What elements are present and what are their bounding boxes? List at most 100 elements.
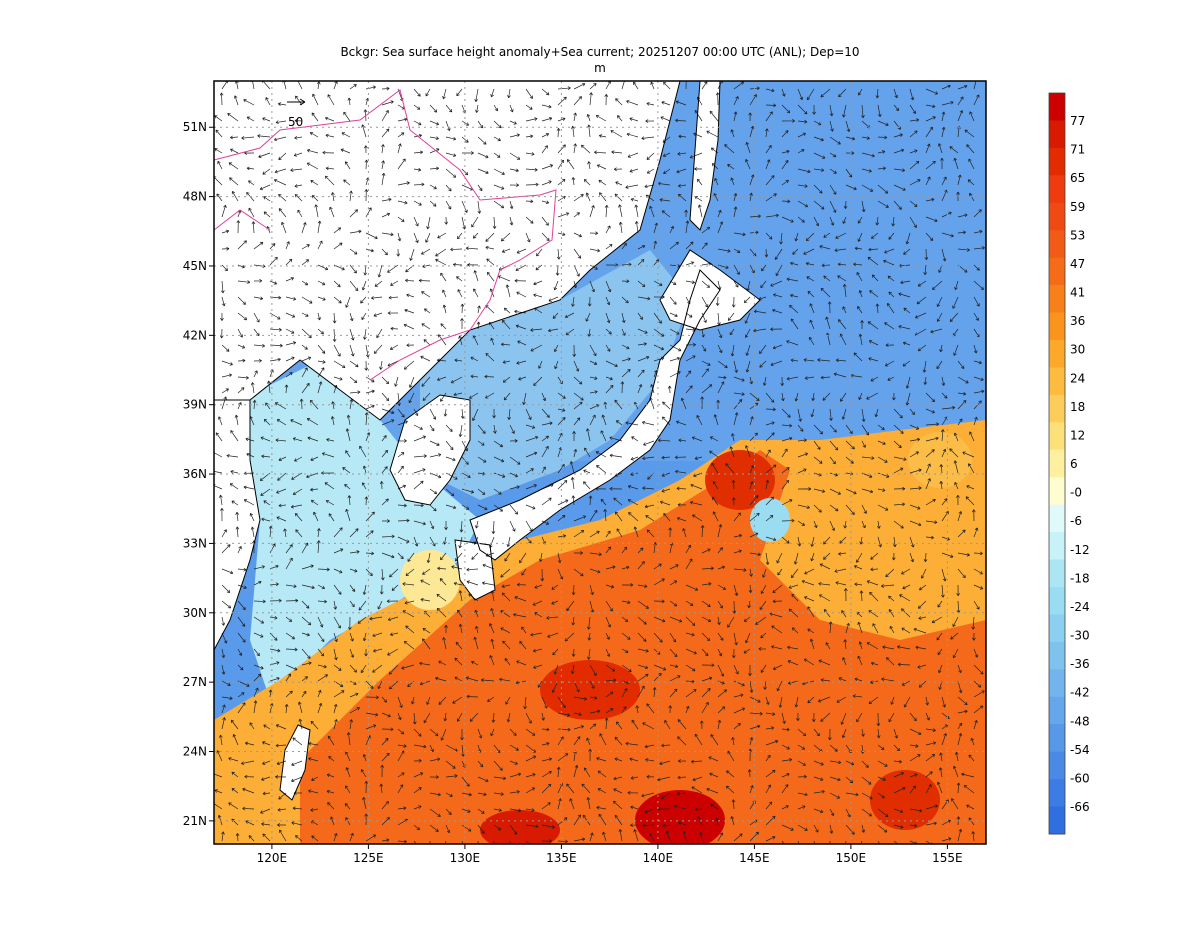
current-arrow — [621, 600, 631, 605]
current-arrow — [586, 737, 591, 746]
current-arrow — [413, 216, 419, 227]
current-arrow — [453, 581, 463, 586]
current-arrow — [717, 632, 724, 641]
current-arrow — [627, 499, 639, 506]
current-arrow — [237, 344, 246, 349]
current-arrow — [344, 803, 351, 810]
current-arrow — [765, 754, 771, 762]
current-arrow — [364, 360, 369, 371]
current-arrow — [813, 789, 825, 794]
current-arrow — [701, 360, 711, 366]
current-arrow — [421, 376, 431, 387]
current-arrow — [893, 104, 900, 112]
current-arrow — [685, 385, 693, 394]
current-arrow — [445, 808, 452, 815]
current-arrow — [461, 488, 475, 494]
current-arrow — [870, 376, 879, 382]
current-arrow — [646, 168, 655, 174]
current-arrow — [525, 484, 537, 490]
current-arrow — [458, 590, 463, 602]
current-arrow — [418, 278, 431, 283]
current-arrow — [473, 636, 479, 650]
current-arrow — [861, 792, 873, 800]
current-arrow — [389, 344, 399, 350]
current-arrow — [932, 280, 943, 290]
colorbar-label: -6 — [1070, 514, 1082, 528]
current-arrow — [589, 92, 593, 106]
current-arrow — [381, 160, 385, 170]
current-arrow — [797, 504, 810, 510]
current-arrow — [554, 360, 559, 370]
current-arrow — [596, 464, 607, 474]
current-arrow — [877, 472, 890, 478]
current-arrow — [445, 792, 453, 797]
current-arrow — [876, 712, 881, 727]
current-arrow — [381, 110, 389, 122]
current-arrow — [902, 341, 911, 346]
current-arrow — [401, 664, 415, 670]
current-arrow — [325, 500, 335, 506]
current-arrow — [471, 552, 479, 560]
current-arrow — [749, 495, 759, 506]
current-arrow — [493, 776, 507, 781]
current-arrow — [765, 392, 775, 403]
current-arrow — [571, 616, 576, 626]
current-arrow — [262, 833, 271, 842]
current-arrow — [552, 312, 559, 319]
current-arrow — [333, 296, 342, 304]
current-arrow — [776, 680, 783, 692]
current-arrow — [659, 760, 671, 766]
current-arrow — [781, 518, 795, 523]
current-arrow — [858, 88, 863, 96]
current-arrow — [781, 88, 786, 97]
current-arrow — [557, 753, 569, 762]
current-arrow — [397, 772, 405, 778]
current-arrow — [692, 776, 703, 782]
current-arrow — [345, 428, 351, 442]
current-arrow — [573, 448, 578, 458]
current-arrow — [533, 376, 543, 387]
current-arrow — [909, 552, 915, 563]
current-arrow — [381, 128, 390, 138]
current-arrow — [251, 221, 256, 234]
current-arrow — [331, 401, 335, 410]
current-arrow — [596, 164, 607, 170]
current-arrow — [327, 94, 335, 106]
current-arrow — [276, 760, 287, 765]
current-arrow — [653, 312, 662, 324]
current-arrow — [678, 193, 687, 202]
current-arrow — [379, 360, 383, 370]
current-arrow — [717, 719, 722, 730]
current-arrow — [925, 463, 931, 474]
current-arrow — [909, 451, 919, 458]
current-arrow — [621, 369, 631, 378]
current-arrow — [663, 81, 671, 90]
current-arrow — [317, 664, 327, 669]
current-arrow — [701, 582, 712, 586]
current-arrow — [391, 584, 399, 591]
current-arrow — [308, 757, 319, 762]
current-arrow — [231, 787, 239, 794]
current-arrow — [662, 416, 671, 426]
current-arrow — [845, 622, 850, 634]
current-arrow — [717, 584, 727, 590]
current-arrow — [604, 204, 609, 218]
current-arrow — [445, 774, 458, 778]
current-arrow — [333, 648, 338, 661]
current-arrow — [633, 526, 639, 538]
current-arrow — [813, 808, 824, 814]
current-arrow — [637, 369, 645, 378]
current-arrow — [877, 536, 882, 548]
current-arrow — [403, 641, 415, 650]
current-arrow — [445, 760, 456, 769]
current-arrow — [585, 312, 591, 322]
current-arrow — [629, 117, 639, 122]
current-arrow — [829, 792, 840, 799]
current-arrow — [971, 509, 976, 522]
current-arrow — [628, 512, 639, 522]
current-arrow — [717, 832, 724, 842]
current-arrow — [581, 783, 591, 794]
current-arrow — [493, 120, 502, 129]
current-arrow — [854, 246, 863, 251]
current-arrow — [936, 632, 943, 641]
